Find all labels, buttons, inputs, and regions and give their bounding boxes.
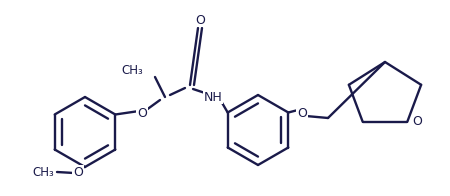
Text: O: O — [412, 115, 422, 128]
Text: NH: NH — [203, 91, 222, 103]
Text: O: O — [73, 165, 83, 179]
Text: O: O — [137, 106, 147, 120]
Text: O: O — [195, 14, 205, 26]
Text: CH₃: CH₃ — [32, 165, 54, 179]
Text: CH₃: CH₃ — [121, 64, 143, 76]
Text: O: O — [297, 106, 307, 120]
